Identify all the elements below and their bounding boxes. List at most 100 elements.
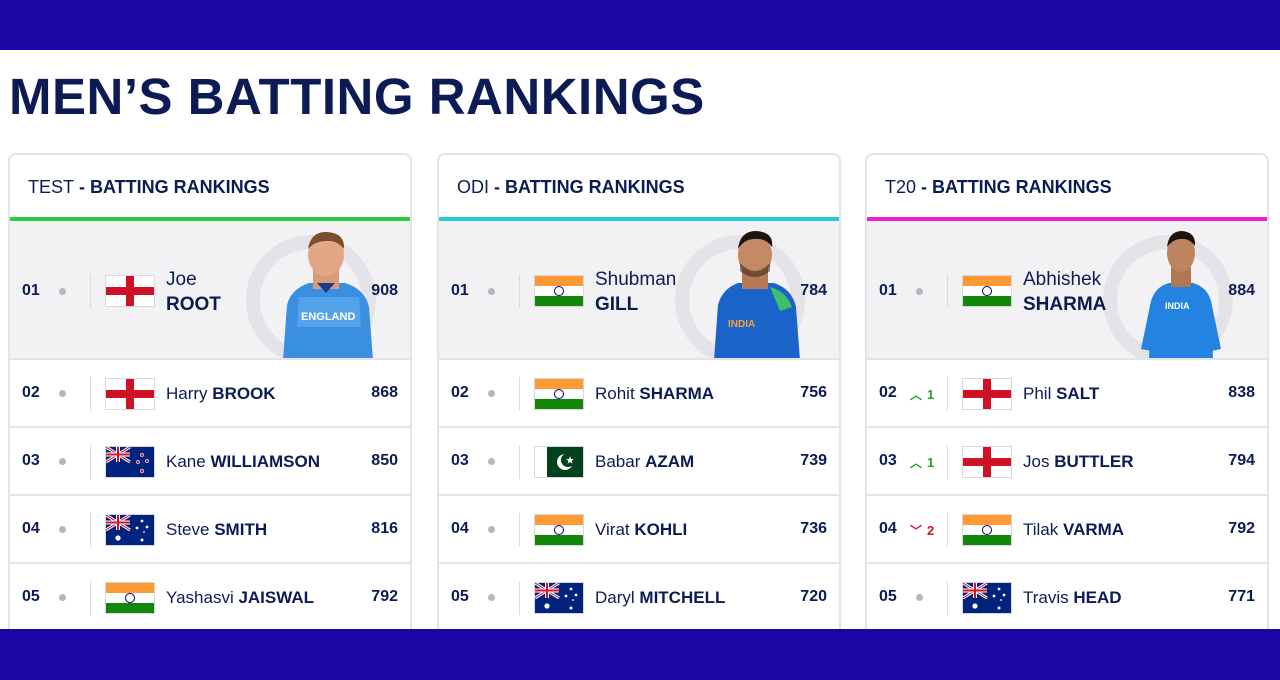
odi-accent-bar <box>439 217 839 221</box>
panel-title: BATTING RANKINGS <box>932 176 1112 197</box>
rank: 02 <box>879 384 897 401</box>
ranking-row[interactable]: 05 Yashasvi JAISWAL 792 <box>10 564 410 629</box>
odi-rankings-panel: ODI - BATTING RANKINGS 01 Shubman GILL IN… <box>437 153 841 629</box>
rank: 04 <box>451 520 469 537</box>
rating: 794 <box>1228 452 1255 469</box>
ranking-row-top[interactable]: 01 Joe ROOT ENGLAND 908 <box>10 221 410 360</box>
ranking-row[interactable]: 05 Travis HEAD 771 <box>867 564 1267 629</box>
ranking-row[interactable]: 02 Rohit SHARMA 756 <box>439 360 839 428</box>
ranking-row[interactable]: 03 Babar AZAM 739 <box>439 428 839 496</box>
rating: 792 <box>1228 520 1255 537</box>
india-flag-icon <box>535 379 583 409</box>
rating: 739 <box>800 452 827 469</box>
panel-header[interactable]: TEST - BATTING RANKINGS <box>10 155 410 217</box>
last-name: WILLIAMSON <box>210 452 320 471</box>
last-name: MITCHELL <box>639 588 726 607</box>
last-name: SHARMA <box>1023 294 1107 315</box>
move-count: 1 <box>927 455 935 470</box>
player-name[interactable]: Travis HEAD <box>1023 588 1122 608</box>
rating: 771 <box>1228 588 1255 605</box>
player-name[interactable]: Babar AZAM <box>595 452 694 472</box>
player-name[interactable]: Virat KOHLI <box>595 520 687 540</box>
last-name: SMITH <box>214 520 268 539</box>
rank-down-indicator: ﹀ 2 <box>910 522 934 539</box>
panel-header[interactable]: T20 - BATTING RANKINGS <box>867 155 1267 217</box>
rating: 784 <box>800 282 827 299</box>
ranking-row-top[interactable]: 01 Shubman GILL INDIA 784 <box>439 221 839 360</box>
player-name[interactable]: Tilak VARMA <box>1023 520 1124 540</box>
player-name[interactable]: Yashasvi JAISWAL <box>166 588 314 608</box>
player-name[interactable]: Abhishek SHARMA <box>1023 267 1106 317</box>
divider <box>90 581 91 615</box>
last-name: KOHLI <box>634 520 688 539</box>
first-name: Abhishek <box>1023 269 1102 290</box>
player-name[interactable]: Rohit SHARMA <box>595 384 714 404</box>
last-name: HEAD <box>1073 588 1122 607</box>
ranking-row[interactable]: 05 Daryl MITCHELL 720 <box>439 564 839 629</box>
divider <box>947 274 948 308</box>
rating: 816 <box>371 520 398 537</box>
player-name[interactable]: Shubman GILL <box>595 267 676 317</box>
divider <box>947 581 948 615</box>
india-flag-icon <box>535 276 583 306</box>
england-flag-icon <box>963 379 1011 409</box>
no-change-dot-icon <box>59 458 66 465</box>
first-name: Harry <box>166 384 208 403</box>
ranking-row-top[interactable]: 01 Abhishek SHARMA INDIA 884 <box>867 221 1267 360</box>
first-name: Kane <box>166 452 206 471</box>
no-change-dot-icon <box>59 526 66 533</box>
new-zealand-flag-icon <box>106 447 154 477</box>
rank: 01 <box>879 282 897 299</box>
player-name[interactable]: Harry BROOK <box>166 384 276 404</box>
india-flag-icon <box>106 583 154 613</box>
panel-title: BATTING RANKINGS <box>90 176 270 197</box>
divider <box>947 377 948 411</box>
no-change-dot-icon <box>488 526 495 533</box>
ranking-row[interactable]: 03 Kane WILLIAMSON 850 <box>10 428 410 496</box>
rating: 908 <box>371 282 398 299</box>
player-name[interactable]: Steve SMITH <box>166 520 267 540</box>
ranking-row[interactable]: 04 Virat KOHLI 736 <box>439 496 839 564</box>
player-name[interactable]: Kane WILLIAMSON <box>166 452 320 472</box>
divider <box>519 377 520 411</box>
no-change-dot-icon <box>59 288 66 295</box>
player-name[interactable]: Phil SALT <box>1023 384 1099 404</box>
ranking-row[interactable]: 04 Steve SMITH 816 <box>10 496 410 564</box>
england-flag-icon <box>963 447 1011 477</box>
bottom-banner <box>0 629 1280 680</box>
player-name[interactable]: Daryl MITCHELL <box>595 588 725 608</box>
no-change-dot-icon <box>488 594 495 601</box>
rank-up-indicator: ︿ 1 <box>910 386 934 403</box>
first-name: Travis <box>1023 588 1069 607</box>
chevron-up-icon: ︿ <box>910 456 923 470</box>
pakistan-flag-icon <box>535 447 583 477</box>
first-name: Tilak <box>1023 520 1059 539</box>
rank: 05 <box>451 588 469 605</box>
last-name: VARMA <box>1063 520 1125 539</box>
last-name: AZAM <box>645 452 695 471</box>
ranking-row[interactable]: 02 ︿ 1 Phil SALT 838 <box>867 360 1267 428</box>
player-photo-abhishek-sharma: INDIA <box>1141 231 1221 358</box>
rank: 04 <box>22 520 40 537</box>
no-change-dot-icon <box>59 390 66 397</box>
ranking-row[interactable]: 04 ﹀ 2 Tilak VARMA 792 <box>867 496 1267 564</box>
player-name[interactable]: Jos BUTTLER <box>1023 452 1134 472</box>
rating: 868 <box>371 384 398 401</box>
ranking-row[interactable]: 02 Harry BROOK 868 <box>10 360 410 428</box>
player-photo-shubman-gill: INDIA <box>714 231 800 358</box>
player-name[interactable]: Joe ROOT <box>166 267 221 317</box>
last-name: SALT <box>1056 384 1100 403</box>
rating: 720 <box>800 588 827 605</box>
chevron-up-icon: ︿ <box>910 388 923 402</box>
format-label: T20 <box>885 176 917 197</box>
england-flag-icon <box>106 276 154 306</box>
svg-text:ENGLAND: ENGLAND <box>301 311 355 323</box>
rating: 850 <box>371 452 398 469</box>
panel-header[interactable]: ODI - BATTING RANKINGS <box>439 155 839 217</box>
top-banner <box>0 0 1280 50</box>
ranking-row[interactable]: 03 ︿ 1 Jos BUTTLER 794 <box>867 428 1267 496</box>
no-change-dot-icon <box>488 458 495 465</box>
india-flag-icon <box>963 515 1011 545</box>
india-flag-icon <box>535 515 583 545</box>
rating: 838 <box>1228 384 1255 401</box>
